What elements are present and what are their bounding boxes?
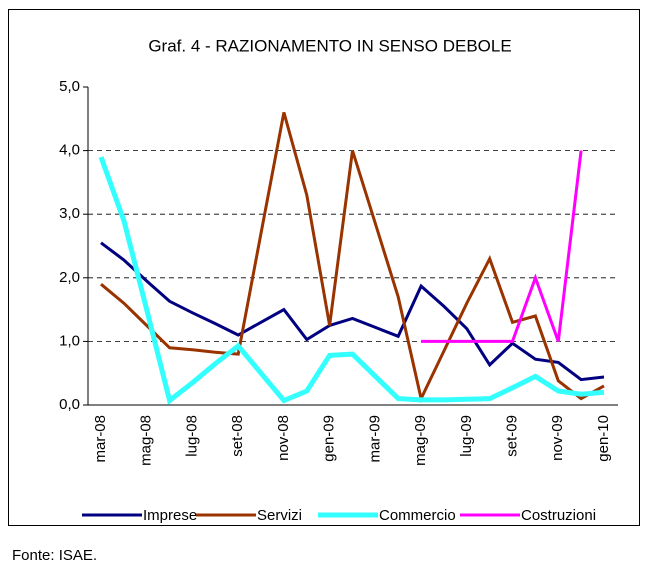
series-line xyxy=(98,156,605,405)
chart-title: Graf. 4 - RAZIONAMENTO IN SENSO DEBOLE xyxy=(148,36,511,55)
source-note: Fonte: ISAE. xyxy=(12,547,97,564)
y-tick-label: 1,0 xyxy=(59,332,80,349)
x-tick-label: nov-08 xyxy=(275,415,292,461)
legend-label: Imprese xyxy=(143,507,197,524)
x-tick-label: gen-10 xyxy=(595,415,612,462)
x-tick-label: mag-09 xyxy=(412,415,429,466)
x-tick-label: nov-09 xyxy=(549,415,566,461)
x-tick-label: lug-09 xyxy=(458,415,475,457)
x-tick-label: gen-09 xyxy=(321,415,338,462)
x-tick-label: set-08 xyxy=(229,415,246,457)
series-line xyxy=(421,150,583,343)
x-tick-label: mar-09 xyxy=(366,415,383,463)
chart-frame xyxy=(8,9,640,526)
y-tick-label: 4,0 xyxy=(59,142,80,159)
y-tick-label: 5,0 xyxy=(59,78,80,95)
y-tick-label: 3,0 xyxy=(59,205,80,222)
x-tick-label: lug-08 xyxy=(183,415,200,457)
x-tick-label: mag-08 xyxy=(138,415,155,466)
x-tick-label: mar-08 xyxy=(92,415,109,463)
y-tick-label: 0,0 xyxy=(59,396,80,413)
x-tick-label: set-09 xyxy=(504,415,521,457)
legend-label: Commercio xyxy=(379,507,456,524)
legend-label: Costruzioni xyxy=(521,507,596,524)
legend-label: Servizi xyxy=(257,507,302,524)
y-tick-label: 2,0 xyxy=(59,269,80,286)
series-line xyxy=(100,241,605,382)
